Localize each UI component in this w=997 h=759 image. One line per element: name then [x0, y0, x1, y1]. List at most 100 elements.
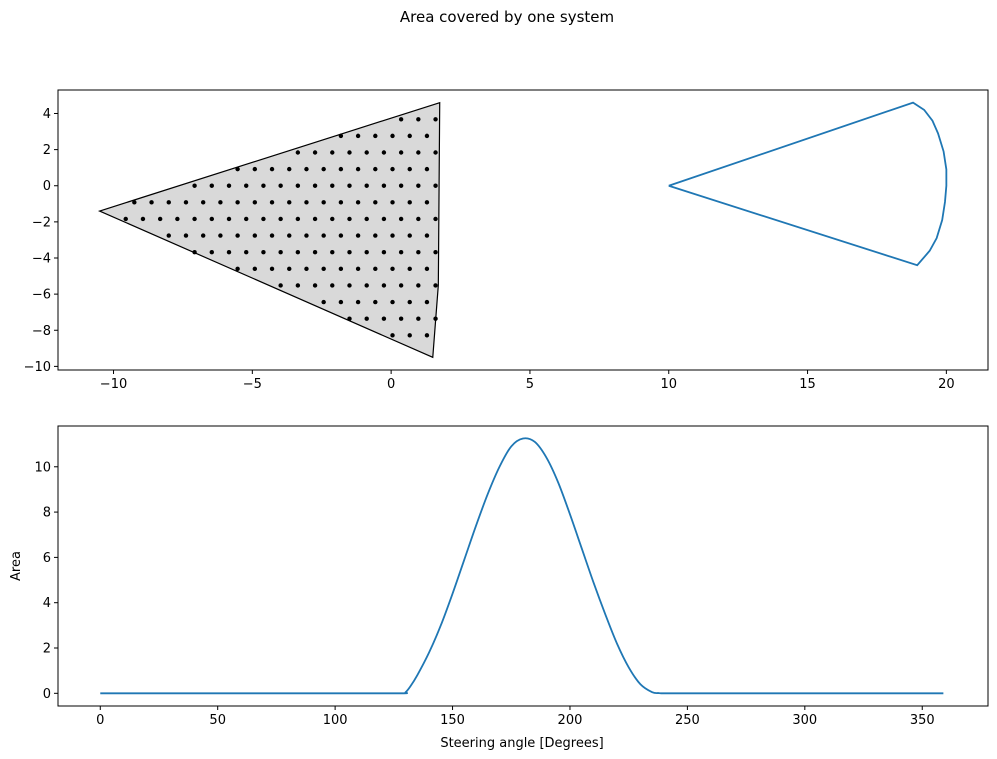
bottom-axes-frame — [57, 425, 989, 707]
grid-point — [295, 216, 301, 222]
grid-point — [269, 233, 275, 238]
grid-point — [295, 183, 301, 188]
grid-point — [424, 166, 430, 172]
grid-point — [364, 216, 369, 222]
grid-point — [416, 150, 421, 155]
grid-point — [226, 216, 232, 222]
top-x-tick-label: 5 — [526, 377, 534, 392]
top-y-tick-label: −2 — [32, 215, 51, 230]
grid-point — [304, 166, 309, 172]
grid-point — [269, 166, 275, 172]
grid-point — [235, 266, 240, 272]
grid-point — [355, 233, 361, 238]
bottom-x-tick-label: 100 — [323, 713, 348, 728]
grid-point — [424, 200, 430, 205]
grid-point — [347, 283, 352, 288]
grid-point — [278, 283, 283, 288]
grid-point — [433, 117, 438, 122]
grid-point — [312, 183, 318, 188]
grid-point — [416, 316, 421, 321]
grid-point — [347, 250, 352, 255]
grid-point — [287, 233, 292, 238]
grid-point — [295, 150, 301, 155]
coverage-polygon — [97, 101, 441, 359]
top-y-tick-label: 0 — [43, 179, 51, 194]
bottom-x-tick-label: 150 — [440, 713, 465, 728]
grid-point — [295, 283, 301, 288]
grid-point — [321, 299, 326, 305]
grid-point — [235, 233, 240, 238]
grid-point — [407, 266, 412, 272]
top-axes: −10 −5 0 5 10 15 20 −10 −8 −6 −4 −2 0 2 4 — [24, 89, 989, 392]
grid-point — [269, 200, 275, 205]
grid-point — [252, 266, 258, 272]
grid-point — [373, 166, 378, 172]
grid-point — [364, 316, 369, 321]
grid-point — [381, 283, 387, 288]
grid-point — [140, 216, 146, 222]
bottom-y-tick-label: 6 — [43, 551, 51, 566]
grid-point — [338, 233, 344, 238]
grid-point — [381, 183, 387, 188]
grid-point — [381, 250, 387, 255]
grid-point — [157, 216, 163, 222]
grid-point — [304, 266, 309, 272]
grid-point — [407, 233, 412, 238]
grid-point — [192, 250, 197, 255]
grid-point — [321, 233, 326, 238]
grid-point — [347, 216, 352, 222]
grid-point — [381, 216, 387, 222]
grid-point — [235, 166, 240, 172]
top-x-tick-label: 0 — [387, 377, 395, 392]
grid-point — [398, 283, 404, 288]
top-y-tick-label: −6 — [32, 288, 51, 303]
grid-point — [192, 183, 197, 188]
grid-point — [321, 266, 326, 272]
grid-point — [347, 316, 352, 321]
grid-point — [398, 316, 404, 321]
grid-point — [269, 266, 275, 272]
grid-point — [244, 183, 249, 188]
grid-point — [364, 250, 369, 255]
grid-point — [416, 283, 421, 288]
grid-point — [287, 200, 292, 205]
grid-point — [381, 150, 387, 155]
top-x-tick-label: 20 — [938, 377, 955, 392]
grid-point — [390, 266, 395, 272]
grid-point — [338, 299, 344, 305]
grid-point — [226, 183, 232, 188]
grid-point — [338, 166, 344, 172]
bottom-x-tick-label: 0 — [96, 713, 104, 728]
grid-point — [347, 150, 352, 155]
grid-point — [312, 216, 318, 222]
bottom-y-tick-label: 10 — [34, 460, 51, 475]
grid-point — [347, 183, 352, 188]
grid-point — [235, 200, 240, 205]
top-x-tick-label: −10 — [100, 377, 127, 392]
grid-point — [312, 283, 318, 288]
grid-point — [252, 200, 258, 205]
grid-point — [390, 299, 395, 305]
grid-point — [244, 216, 249, 222]
grid-point — [218, 200, 223, 205]
grid-point — [123, 216, 128, 222]
grid-point — [304, 200, 309, 205]
bottom-y-tick-label: 0 — [43, 687, 51, 702]
grid-point — [192, 216, 197, 222]
top-x-tick-label: −5 — [243, 377, 262, 392]
grid-point — [407, 166, 412, 172]
bottom-y-tick-label: 4 — [43, 596, 51, 611]
grid-point — [355, 200, 361, 205]
top-y-tick-label: −10 — [24, 360, 51, 375]
bottom-axes: Steering angle [Degrees] Area 0 50 100 150 2… — [9, 425, 989, 751]
grid-point — [166, 233, 171, 238]
figure-title: Area covered by one system — [400, 8, 614, 26]
grid-point — [330, 183, 335, 188]
grid-point — [433, 316, 438, 321]
bottom-x-tick-label: 350 — [910, 713, 935, 728]
grid-point — [278, 250, 283, 255]
grid-point — [338, 266, 344, 272]
grid-point — [373, 233, 378, 238]
grid-point — [321, 200, 326, 205]
